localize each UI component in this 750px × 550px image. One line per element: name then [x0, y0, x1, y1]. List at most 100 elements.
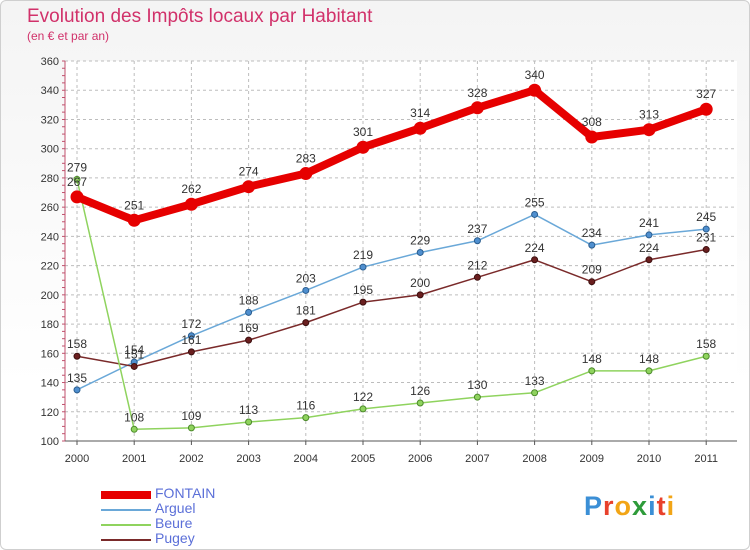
data-point-beure	[73, 175, 81, 183]
x-tick-label: 2002	[179, 453, 203, 465]
series-line-arguel	[76, 213, 707, 391]
data-point-fontain	[585, 130, 599, 144]
proxiti-logo: Proxiti	[584, 491, 675, 522]
legend-label-fontain: FONTAIN	[155, 485, 216, 501]
legend-swatch-fontain	[101, 491, 151, 499]
x-tick-label: 2005	[351, 453, 375, 465]
series-line-fontain	[73, 86, 711, 225]
data-label-pugey: 200	[410, 276, 430, 290]
data-point-fontain	[70, 190, 84, 204]
plot-area	[65, 61, 737, 441]
data-label-fontain: 313	[639, 108, 659, 122]
data-label-arguel: 154	[124, 343, 144, 357]
data-label-pugey: 231	[696, 231, 716, 245]
data-point-beure	[245, 418, 253, 426]
data-point-beure	[473, 393, 481, 401]
data-point-arguel	[531, 210, 539, 218]
data-label-pugey: 212	[467, 258, 487, 272]
data-point-fontain	[413, 121, 427, 135]
data-label-pugey: 195	[353, 283, 373, 297]
y-tick-label: 320	[41, 114, 59, 126]
data-point-pugey	[302, 319, 310, 327]
logo-letter: x	[632, 491, 649, 521]
data-label-pugey: 151	[124, 347, 144, 361]
y-tick-label: 120	[41, 407, 59, 419]
y-tick-label: 300	[41, 144, 59, 156]
data-point-pugey	[73, 352, 81, 360]
x-tick-label: 2010	[637, 453, 661, 465]
logo-letter: i	[666, 491, 676, 521]
y-tick-label: 160	[41, 348, 59, 360]
y-tick-label: 360	[41, 56, 59, 68]
data-label-beure: 279	[67, 160, 87, 174]
data-point-fontain	[299, 167, 313, 181]
data-label-pugey: 224	[525, 241, 545, 255]
data-point-arguel	[588, 241, 596, 249]
data-label-pugey: 224	[639, 241, 659, 255]
x-tick-label: 2000	[65, 453, 89, 465]
data-label-arguel: 219	[353, 248, 373, 262]
data-label-fontain: 340	[525, 68, 545, 82]
y-tick-label: 180	[41, 319, 59, 331]
data-point-fontain	[528, 83, 542, 97]
data-label-fontain: 274	[239, 165, 259, 179]
data-point-beure	[531, 389, 539, 397]
y-tick-label: 220	[41, 261, 59, 273]
data-label-fontain: 327	[696, 87, 716, 101]
data-label-arguel: 255	[525, 195, 545, 209]
data-point-pugey	[245, 336, 253, 344]
data-label-fontain: 267	[67, 175, 87, 189]
legend-swatch-arguel	[101, 509, 151, 511]
data-label-arguel: 135	[67, 371, 87, 385]
data-point-beure	[645, 367, 653, 375]
data-label-fontain: 314	[410, 106, 430, 120]
x-tick-label: 2009	[580, 453, 604, 465]
data-label-beure: 148	[639, 352, 659, 366]
data-label-pugey: 161	[181, 333, 201, 347]
data-label-arguel: 245	[696, 210, 716, 224]
data-label-beure: 116	[296, 399, 315, 413]
y-tick-label: 200	[41, 290, 59, 302]
legend-swatch-pugey	[101, 539, 151, 541]
data-point-arguel	[187, 332, 195, 340]
data-point-beure	[187, 424, 195, 432]
data-label-beure: 148	[582, 352, 602, 366]
data-point-beure	[588, 367, 596, 375]
data-point-pugey	[645, 256, 653, 264]
data-point-beure	[359, 405, 367, 413]
data-label-arguel: 203	[296, 271, 316, 285]
data-label-arguel: 172	[181, 317, 201, 331]
x-tick-label: 2007	[465, 453, 489, 465]
data-point-pugey	[416, 291, 424, 299]
y-tick-label: 140	[41, 378, 59, 390]
y-tick-label: 100	[41, 436, 59, 448]
x-tick-label: 2006	[408, 453, 432, 465]
data-point-fontain	[699, 102, 713, 116]
legend-label-arguel: Arguel	[155, 500, 196, 516]
data-label-beure: 130	[467, 378, 487, 392]
y-tick-label: 280	[41, 173, 59, 185]
legend-swatch-beure	[101, 524, 151, 526]
x-tick-label: 2008	[522, 453, 546, 465]
series-line-pugey	[76, 248, 707, 368]
data-label-pugey: 209	[582, 263, 602, 277]
logo-letter: o	[614, 491, 633, 521]
data-point-fontain	[184, 197, 198, 211]
data-point-arguel	[416, 248, 424, 256]
chart-subtitle: (en € et par an)	[27, 29, 110, 43]
y-tick-label: 340	[41, 85, 59, 97]
data-label-pugey: 158	[67, 337, 87, 351]
data-label-fontain: 262	[181, 182, 201, 196]
data-label-arguel: 237	[467, 222, 487, 236]
x-tick-label: 2001	[122, 453, 146, 465]
logo-letter: i	[648, 491, 657, 521]
logo-letter: t	[656, 491, 667, 521]
x-tick-label: 2011	[694, 453, 718, 465]
data-point-beure	[702, 352, 710, 360]
y-tick-label: 260	[41, 202, 59, 214]
data-label-fontain: 328	[467, 86, 487, 100]
data-point-pugey	[473, 273, 481, 281]
chart-title: Evolution des Impôts locaux par Habitant	[27, 6, 373, 27]
logo-letter: r	[603, 491, 615, 521]
